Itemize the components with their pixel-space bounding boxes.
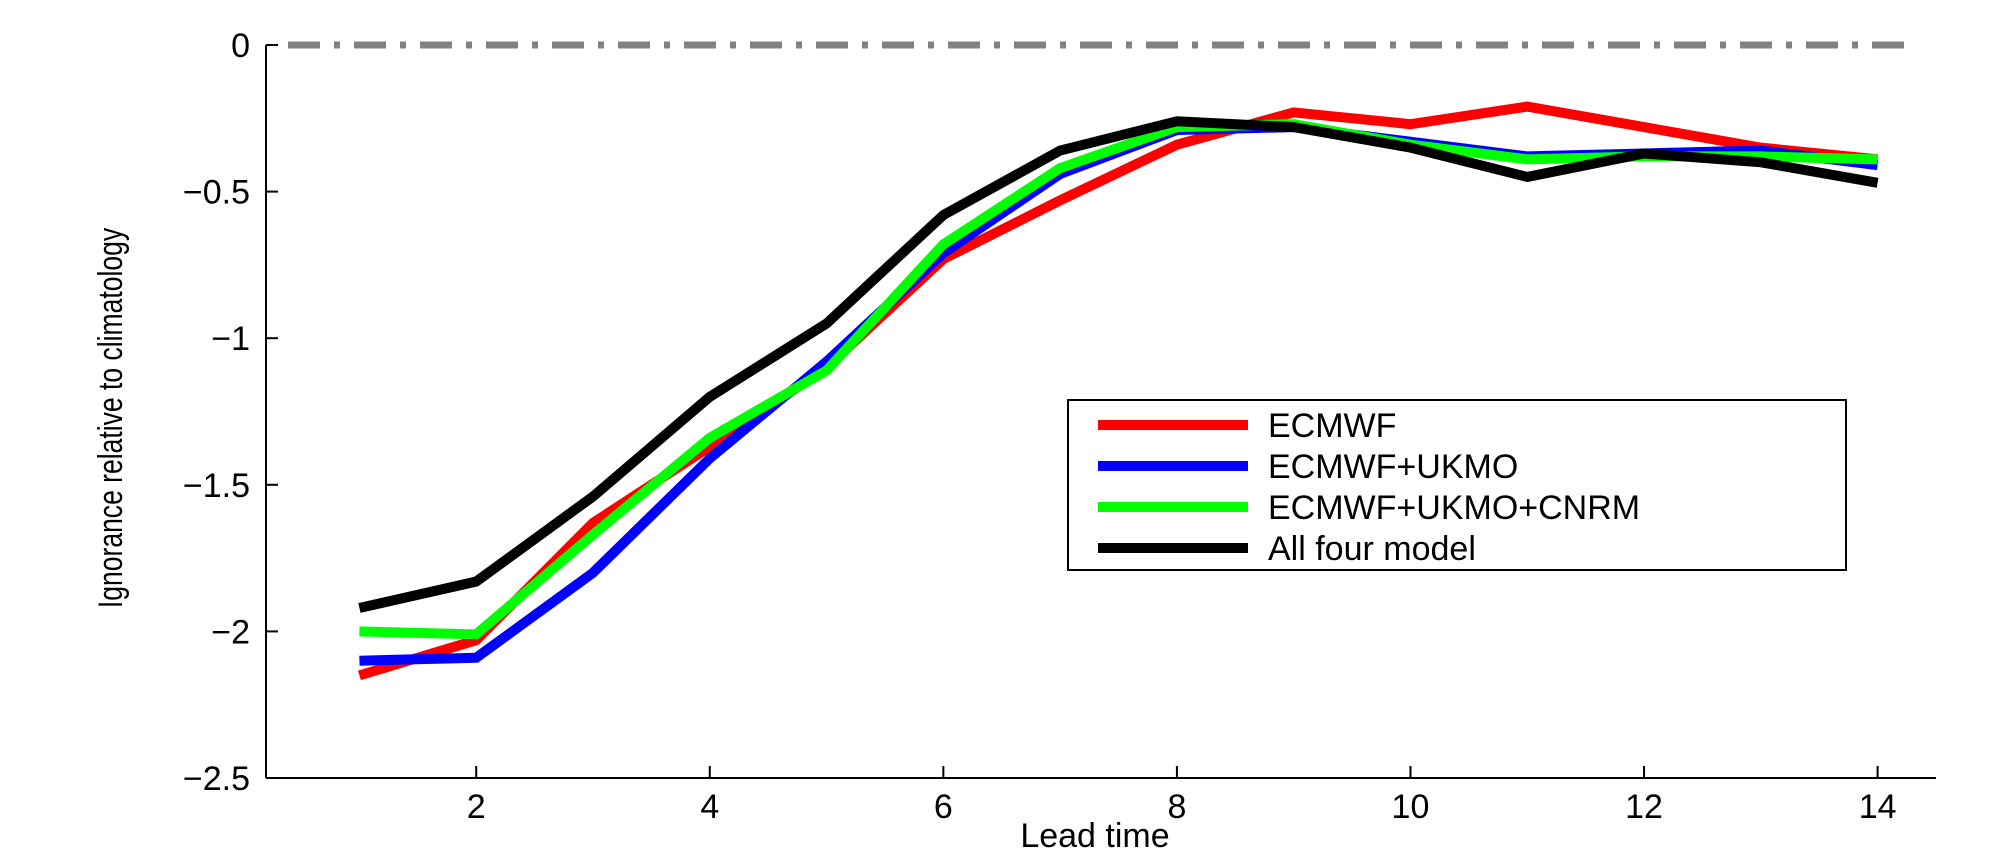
series-line-all-four-model xyxy=(358,116,1879,613)
x-tick-label: 10 xyxy=(1392,788,1430,826)
plot-area xyxy=(265,45,1936,779)
x-tick-label: 4 xyxy=(700,788,719,826)
legend-label: ECMWF+UKMO xyxy=(1268,448,1518,486)
y-tick-label: −1 xyxy=(211,320,250,358)
y-tick-label: −2 xyxy=(211,613,250,651)
x-tick-label: 8 xyxy=(1167,788,1186,826)
y-axis-label: Ignorance relative to climatology xyxy=(92,227,130,608)
x-tick-label: 14 xyxy=(1859,788,1897,826)
legend-label: All four model xyxy=(1268,530,1476,568)
y-tick-label: −1.5 xyxy=(183,467,250,505)
x-tick-label: 6 xyxy=(934,788,953,826)
legend-label: ECMWF+UKMO+CNRM xyxy=(1268,489,1640,527)
y-axis: 0 −0.5 −1 −1.5 −2 −2.5 xyxy=(183,27,278,798)
legend-label: ECMWF xyxy=(1268,407,1396,445)
x-axis: 2 4 6 8 10 12 14 xyxy=(467,766,1897,826)
legend-item: ECMWF xyxy=(1098,407,1396,445)
y-tick-label: 0 xyxy=(231,27,250,65)
y-tick-label: −2.5 xyxy=(183,760,250,798)
series-line-ecmwf-ukmo xyxy=(359,122,1879,666)
series-layer xyxy=(357,101,1879,681)
legend-item: ECMWF+UKMO xyxy=(1098,448,1518,486)
series-line-ecmwf xyxy=(357,101,1879,681)
x-axis-label: Lead time xyxy=(1020,817,1169,852)
x-tick-label: 2 xyxy=(467,788,486,826)
x-tick-label: 12 xyxy=(1625,788,1663,826)
legend-item: All four model xyxy=(1098,530,1476,568)
y-tick-label: −0.5 xyxy=(183,174,250,212)
legend-item: ECMWF+UKMO+CNRM xyxy=(1098,489,1640,527)
